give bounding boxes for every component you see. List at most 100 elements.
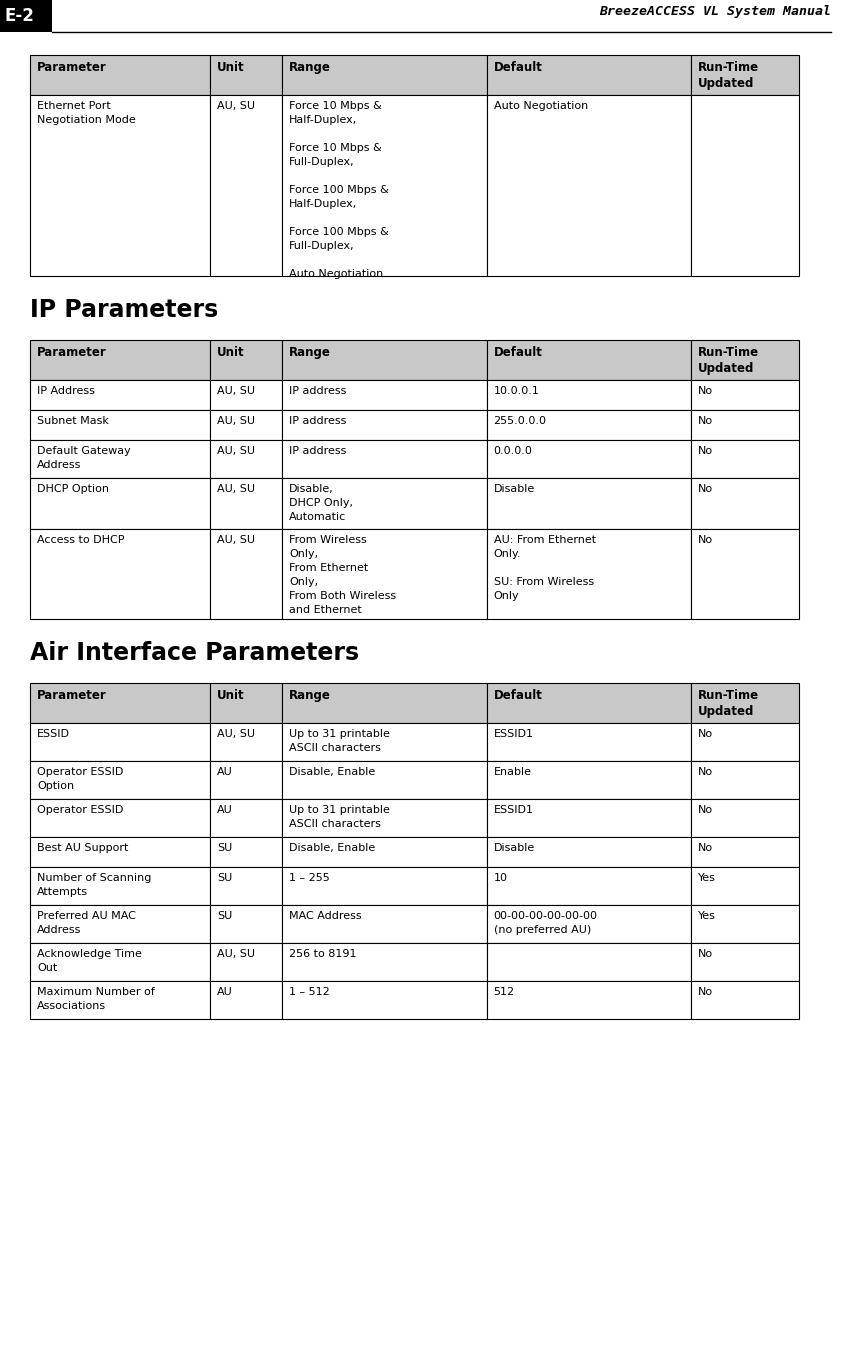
Text: Unit: Unit <box>217 60 245 74</box>
Bar <box>283 799 487 838</box>
Text: Unit: Unit <box>217 690 245 702</box>
Bar <box>691 799 799 838</box>
Bar <box>283 440 487 478</box>
Bar <box>30 761 210 799</box>
Bar <box>487 478 691 529</box>
Bar <box>210 683 283 723</box>
Bar <box>691 440 799 478</box>
Text: Number of Scanning
Attempts: Number of Scanning Attempts <box>37 873 151 897</box>
Text: AU, SU: AU, SU <box>217 949 255 958</box>
Bar <box>210 529 283 618</box>
Bar <box>691 905 799 943</box>
Bar <box>30 943 210 982</box>
Bar <box>30 723 210 761</box>
Bar <box>283 340 487 380</box>
Bar <box>487 95 691 276</box>
Text: Parameter: Parameter <box>37 690 106 702</box>
Bar <box>283 982 487 1019</box>
Text: 256 to 8191: 256 to 8191 <box>289 949 357 958</box>
Text: No: No <box>698 535 713 546</box>
Text: IP Parameters: IP Parameters <box>30 298 218 322</box>
Bar <box>210 380 283 410</box>
Bar <box>30 380 210 410</box>
Bar <box>30 410 210 440</box>
Bar <box>691 761 799 799</box>
Text: MAC Address: MAC Address <box>289 910 362 921</box>
Text: Yes: Yes <box>698 873 716 883</box>
Bar <box>210 478 283 529</box>
Text: No: No <box>698 387 713 396</box>
Text: AU, SU: AU, SU <box>217 484 255 494</box>
Bar <box>487 683 691 723</box>
Text: Disable: Disable <box>494 843 534 853</box>
Bar <box>283 380 487 410</box>
Text: AU, SU: AU, SU <box>217 101 255 111</box>
Bar <box>283 905 487 943</box>
Bar <box>283 55 487 95</box>
Text: AU: AU <box>217 987 233 997</box>
Bar <box>283 723 487 761</box>
Bar <box>30 866 210 905</box>
Text: 00-00-00-00-00-00
(no preferred AU): 00-00-00-00-00-00 (no preferred AU) <box>494 910 597 935</box>
Text: ESSID: ESSID <box>37 729 70 739</box>
Bar <box>487 982 691 1019</box>
Bar <box>30 683 210 723</box>
Text: SU: SU <box>217 910 232 921</box>
Text: No: No <box>698 987 713 997</box>
Text: Force 10 Mbps &
Half-Duplex,

Force 10 Mbps &
Full-Duplex,

Force 100 Mbps &
Hal: Force 10 Mbps & Half-Duplex, Force 10 Mb… <box>289 101 389 280</box>
Bar <box>487 440 691 478</box>
Text: Run-Time
Updated: Run-Time Updated <box>698 345 759 376</box>
Bar <box>210 55 283 95</box>
Bar <box>283 866 487 905</box>
Bar <box>283 761 487 799</box>
Text: No: No <box>698 446 713 457</box>
Text: No: No <box>698 484 713 494</box>
Text: IP address: IP address <box>289 446 346 457</box>
Bar <box>30 529 210 618</box>
Text: IP address: IP address <box>289 415 346 426</box>
Text: Default: Default <box>494 345 542 359</box>
Text: AU, SU: AU, SU <box>217 387 255 396</box>
Text: Best AU Support: Best AU Support <box>37 843 129 853</box>
Bar <box>487 410 691 440</box>
Text: E-2: E-2 <box>5 7 35 25</box>
Text: IP address: IP address <box>289 387 346 396</box>
Bar <box>691 410 799 440</box>
Text: DHCP Option: DHCP Option <box>37 484 109 494</box>
Text: AU: AU <box>217 766 233 777</box>
Bar <box>210 982 283 1019</box>
Bar <box>283 95 487 276</box>
Bar <box>210 838 283 866</box>
Bar <box>691 866 799 905</box>
Text: From Wireless
Only,
From Ethernet
Only,
From Both Wireless
and Ethernet: From Wireless Only, From Ethernet Only, … <box>289 535 397 616</box>
Text: Range: Range <box>289 60 331 74</box>
Bar <box>210 95 283 276</box>
Text: Access to DHCP: Access to DHCP <box>37 535 124 546</box>
Bar <box>30 340 210 380</box>
Text: IP Address: IP Address <box>37 387 94 396</box>
Text: Parameter: Parameter <box>37 60 106 74</box>
Bar <box>487 905 691 943</box>
Text: Range: Range <box>289 690 331 702</box>
Text: SU: SU <box>217 873 232 883</box>
Bar <box>30 95 210 276</box>
Bar <box>210 723 283 761</box>
Text: 10.0.0.1: 10.0.0.1 <box>494 387 540 396</box>
Bar <box>487 723 691 761</box>
Bar <box>283 838 487 866</box>
Text: No: No <box>698 729 713 739</box>
Text: AU, SU: AU, SU <box>217 535 255 546</box>
Bar <box>210 440 283 478</box>
Text: ESSID1: ESSID1 <box>494 805 534 814</box>
Bar <box>30 982 210 1019</box>
Bar <box>487 943 691 982</box>
Text: No: No <box>698 949 713 958</box>
Text: Disable, Enable: Disable, Enable <box>289 766 375 777</box>
Bar <box>691 723 799 761</box>
Bar <box>30 799 210 838</box>
Text: Air Interface Parameters: Air Interface Parameters <box>30 642 359 665</box>
Bar <box>691 982 799 1019</box>
Bar <box>210 866 283 905</box>
Text: Parameter: Parameter <box>37 345 106 359</box>
Bar <box>283 410 487 440</box>
